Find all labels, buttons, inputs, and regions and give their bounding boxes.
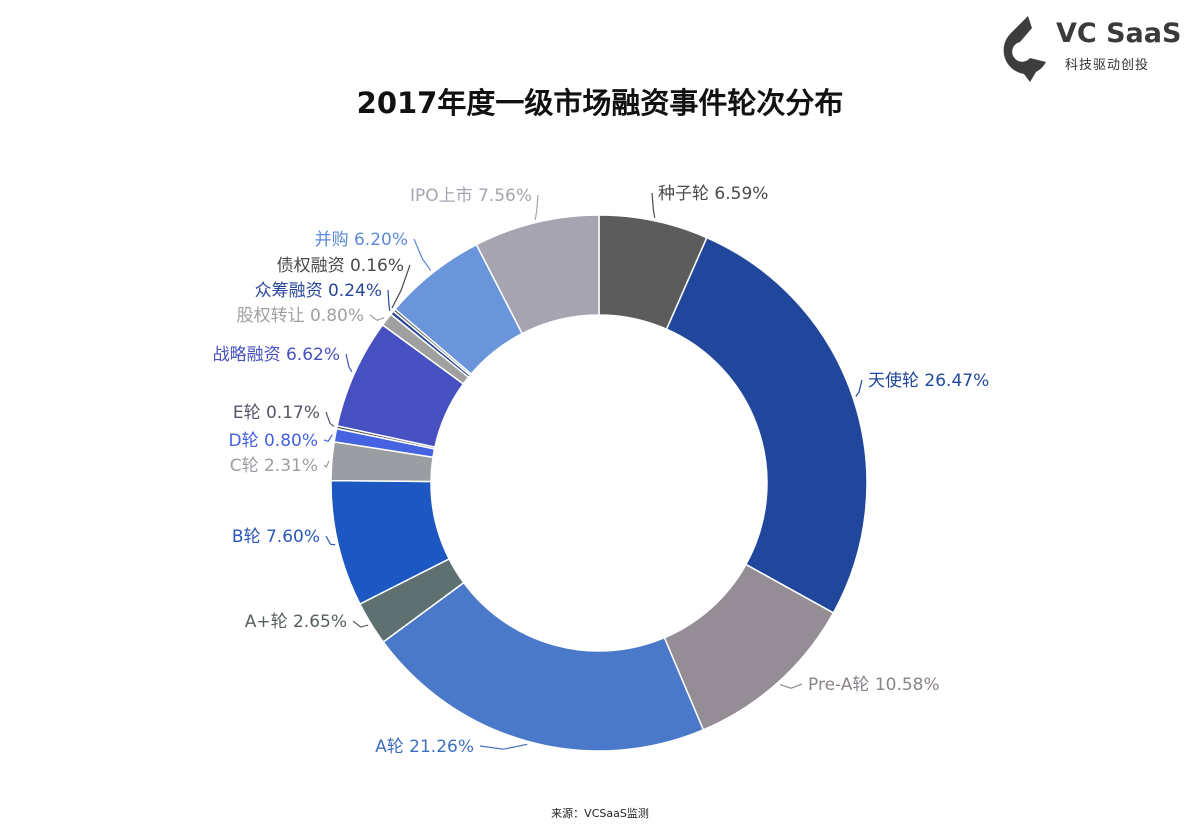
leader-line xyxy=(323,434,333,443)
slice-label: 种子轮 6.59% xyxy=(658,184,768,204)
chart-title: 2017年度一级市场融资事件轮次分布 xyxy=(356,86,844,120)
slice-label: 并购 6.20% xyxy=(315,230,408,250)
donut-slice xyxy=(665,236,868,614)
leader-line xyxy=(345,353,353,373)
slice-label: 天使轮 26.47% xyxy=(868,370,989,391)
leader-line xyxy=(352,620,369,628)
slice-label: 股权转让 0.80% xyxy=(237,306,364,326)
leader-line xyxy=(325,535,336,546)
brand-logo: VC SaaS 科技驱动创投 xyxy=(990,12,1182,84)
slice-label: B轮 7.60% xyxy=(232,527,320,547)
leader-line xyxy=(779,683,803,689)
leader-line xyxy=(855,379,863,397)
slice-label: 战略融资 6.62% xyxy=(213,345,340,365)
leader-line xyxy=(534,194,539,220)
slice-label: C轮 2.31% xyxy=(230,456,318,476)
slice-label: 债权融资 0.16% xyxy=(277,256,404,276)
leader-line xyxy=(479,743,528,750)
slice-label: 众筹融资 0.24% xyxy=(255,281,382,301)
leader-line xyxy=(413,238,432,271)
slice-label: D轮 0.80% xyxy=(229,431,319,451)
slice-label: E轮 0.17% xyxy=(233,403,320,423)
slice-label: Pre-A轮 10.58% xyxy=(808,675,940,695)
brand-tagline: 科技驱动创投 xyxy=(1065,58,1150,73)
source-note: 来源：VCSaaS监测 xyxy=(551,807,649,820)
vc-saas-logo-icon xyxy=(1003,16,1046,82)
leader-line xyxy=(369,314,385,322)
leader-line xyxy=(387,289,391,311)
brand-name: VC SaaS xyxy=(1056,18,1182,49)
slice-label: IPO上市 7.56% xyxy=(410,186,532,206)
leader-line xyxy=(391,264,411,309)
slice-label: A轮 21.26% xyxy=(375,737,474,757)
leader-line xyxy=(325,411,335,428)
leader-line xyxy=(651,192,656,218)
slice-label: A+轮 2.65% xyxy=(245,612,347,632)
leader-line xyxy=(323,460,330,468)
donut-slice xyxy=(382,581,705,752)
donut-slice xyxy=(475,214,600,335)
